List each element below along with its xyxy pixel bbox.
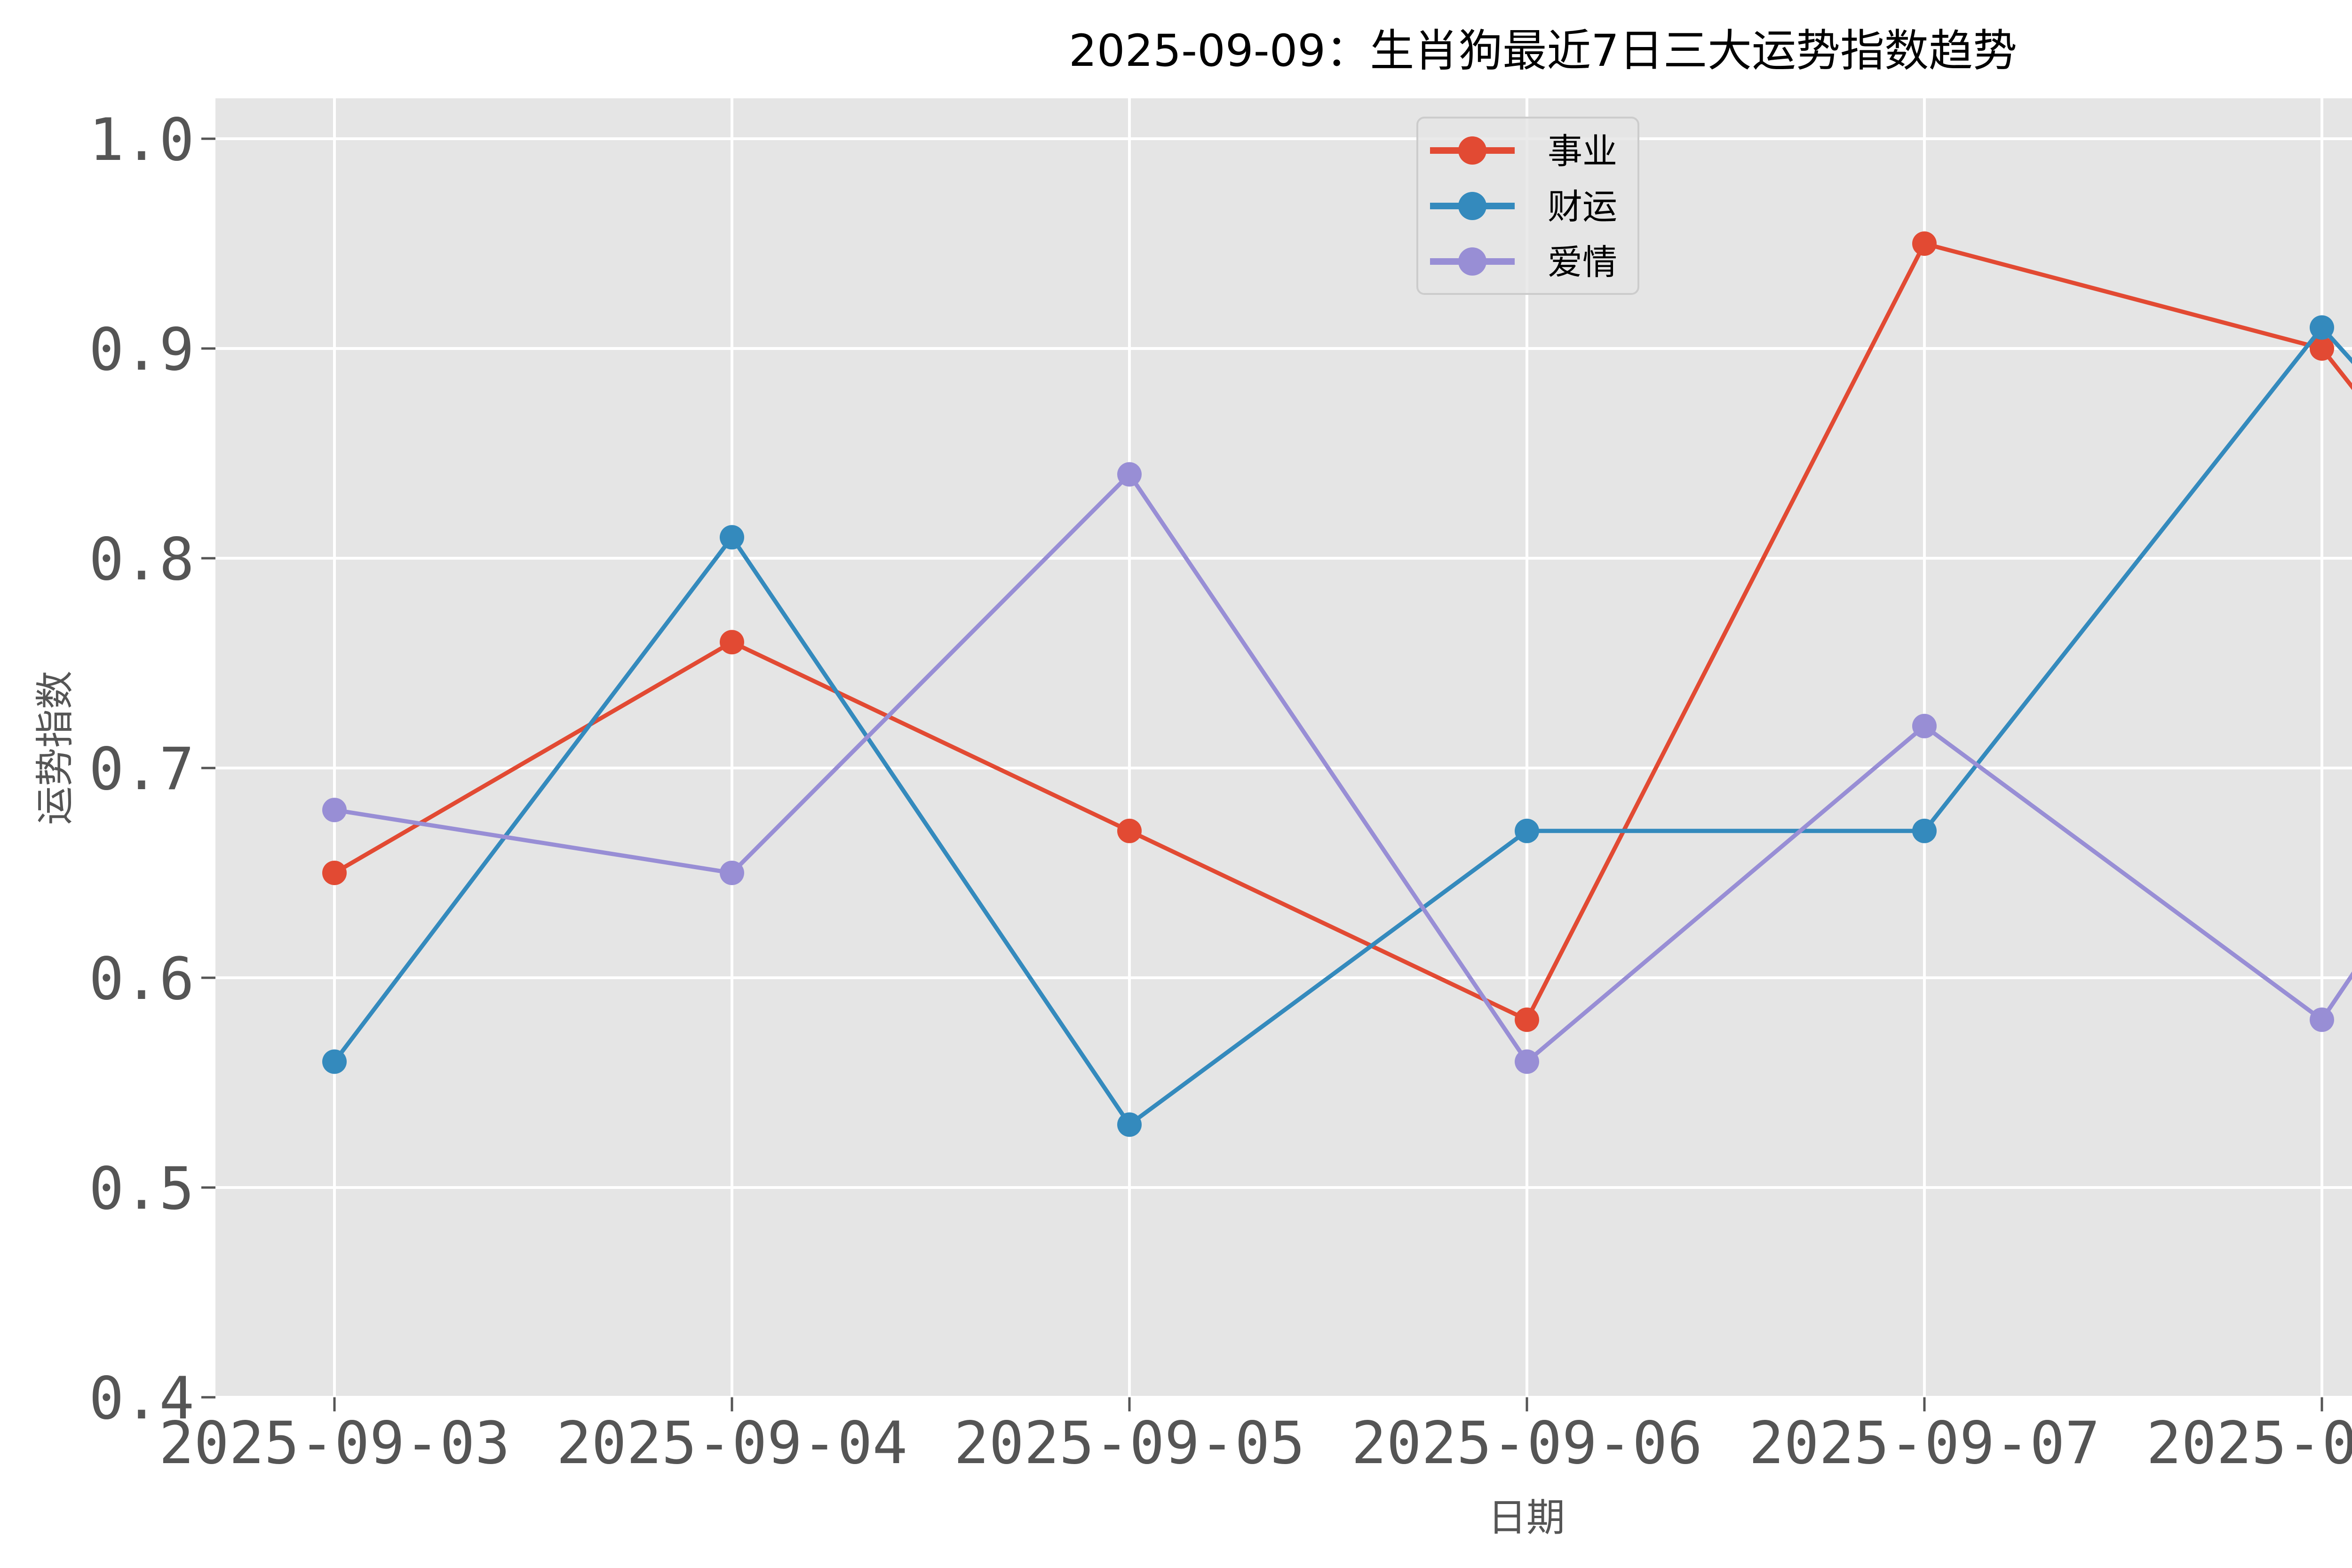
plot-area [215, 98, 2352, 1397]
data-point [1117, 818, 1142, 843]
data-point [322, 798, 347, 823]
data-point [1515, 1007, 1539, 1032]
y-tick-label: 0.6 [89, 945, 194, 1013]
data-point [1515, 818, 1539, 843]
y-tick-label: 0.8 [89, 526, 194, 594]
x-tick-label: 2025-09-08 [2146, 1410, 2352, 1477]
y-tick-label: 0.5 [89, 1155, 194, 1223]
data-point [2310, 315, 2334, 340]
data-point [720, 630, 744, 655]
x-tick-label: 2025-09-05 [954, 1410, 1305, 1477]
y-axis-label: 运势指数 [33, 671, 78, 825]
x-axis-ticks: 2025-09-03 2025-09-04 2025-09-05 2025-09-06… [159, 1397, 2352, 1477]
legend-label: 爱情 [1548, 242, 1617, 283]
data-point [1912, 231, 1937, 256]
chart-title: 2025-09-09：生肖狗最近7日三大运势指数趋势 [1069, 25, 2017, 77]
y-tick-label: 0.4 [89, 1365, 194, 1433]
data-point [2310, 336, 2334, 361]
data-point [2310, 1007, 2334, 1032]
x-tick-label: 2025-09-03 [159, 1410, 510, 1477]
legend-label: 财运 [1548, 187, 1617, 227]
y-tick-label: 0.9 [89, 316, 194, 384]
data-point [1912, 713, 1937, 738]
data-point [720, 861, 744, 885]
data-point [1912, 818, 1937, 843]
data-point [1117, 462, 1142, 487]
data-point [1515, 1049, 1539, 1074]
y-tick-label: 1.0 [89, 106, 194, 174]
legend-label: 事业 [1548, 131, 1617, 172]
x-tick-label: 2025-09-07 [1749, 1410, 2100, 1477]
x-tick-label: 2025-09-04 [556, 1410, 908, 1477]
x-tick-label: 2025-09-06 [1351, 1410, 1703, 1477]
data-point [1117, 1112, 1142, 1137]
data-point [322, 861, 347, 885]
data-point [720, 525, 744, 550]
data-series [322, 231, 2352, 1137]
data-point [322, 1049, 347, 1074]
y-axis-ticks: 0.4 0.5 0.6 0.7 0.8 0.9 1.0 [89, 106, 215, 1433]
x-axis-label: 日期 [1488, 1496, 1565, 1540]
y-tick-label: 0.7 [89, 736, 194, 803]
